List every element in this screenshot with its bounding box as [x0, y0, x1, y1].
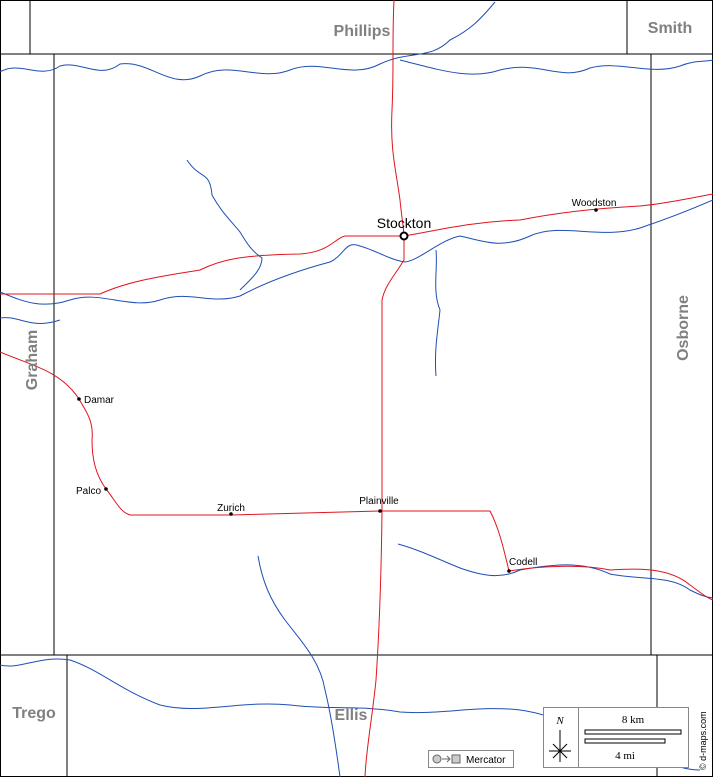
- town-marker: [507, 569, 511, 573]
- scale-label: 8 km: [622, 714, 645, 726]
- town-label: Damar: [84, 395, 115, 406]
- town-marker: [229, 512, 233, 516]
- town-marker: [77, 397, 81, 401]
- north-box: [543, 707, 579, 768]
- county-labels: Phillips Smith Graham Osborne Trego Elli…: [12, 20, 692, 724]
- county-label: Phillips: [334, 23, 391, 40]
- projection-icon: [432, 754, 442, 764]
- town-marker: [594, 208, 598, 212]
- scale-label: 4 mi: [615, 750, 635, 762]
- county-label: Trego: [12, 705, 56, 722]
- scale-bar: [584, 729, 682, 735]
- compass: [549, 730, 571, 762]
- town-marker: [399, 231, 409, 241]
- town-marker: [104, 487, 108, 491]
- county-label: Graham: [24, 330, 41, 390]
- scale-bar: [584, 738, 666, 744]
- projection-icon: [442, 755, 451, 763]
- legend: Mercator N 8 km 4 mi © d-maps.com: [428, 707, 708, 770]
- county-label: Smith: [648, 20, 692, 37]
- scale-box: [578, 707, 689, 768]
- projection-label: Mercator: [466, 755, 506, 766]
- town-label: Codell: [509, 557, 537, 568]
- town-label: Woodston: [572, 198, 617, 209]
- credit: © d-maps.com: [698, 711, 708, 770]
- county-label: Osborne: [675, 295, 692, 361]
- town-label: Zurich: [217, 503, 245, 514]
- town-label: Stockton: [377, 215, 431, 231]
- town-marker: [378, 509, 382, 513]
- towns: Stockton Woodston Damar Palco Zurich Pla…: [76, 198, 616, 573]
- projection-icon: [451, 754, 461, 764]
- town-label: Plainville: [359, 496, 399, 507]
- projection-box: [428, 750, 514, 768]
- county-label: Ellis: [335, 707, 368, 724]
- town-label: Palco: [76, 486, 101, 497]
- north-label: N: [555, 715, 564, 727]
